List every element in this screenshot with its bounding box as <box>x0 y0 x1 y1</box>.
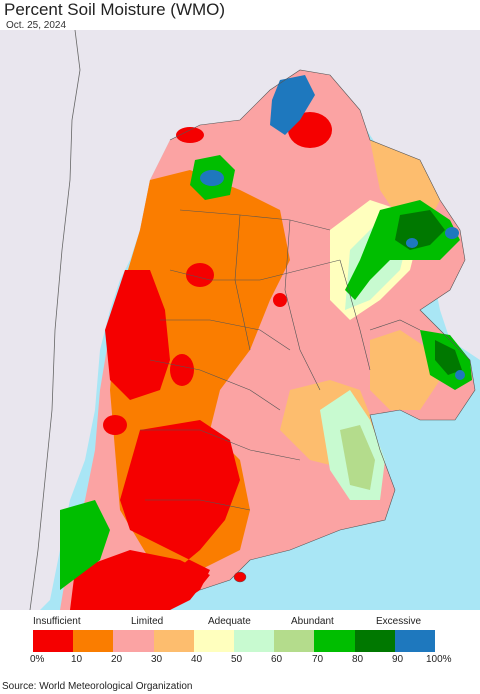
zone-red-north-2 <box>176 127 204 143</box>
zone-red-center <box>186 263 214 287</box>
borders <box>140 69 476 591</box>
legend-tick-90: 90 <box>392 654 404 665</box>
surrounding-land <box>0 30 480 610</box>
legend-swatch-3 <box>153 630 194 652</box>
legend-tick-50: 50 <box>231 654 243 665</box>
legend-tick-10: 10 <box>71 654 83 665</box>
zone-red-center-2 <box>170 354 194 386</box>
legend-category-excessive: Excessive <box>376 616 422 627</box>
source-credit: Source: World Meteorological Organizatio… <box>2 681 193 692</box>
legend-tick-60: 60 <box>271 654 283 665</box>
legend-swatch-8 <box>354 630 395 652</box>
zone-green-southwest <box>60 500 110 590</box>
legend: Insufficient Limited Adequate Abundant E… <box>0 610 480 672</box>
zone-darkgreen-uruguay <box>435 340 462 375</box>
legend-swatch-7 <box>314 630 355 652</box>
zone-red-small <box>273 293 287 307</box>
legend-swatch-4 <box>193 630 235 652</box>
legend-tick-40: 40 <box>191 654 203 665</box>
falkland-islands <box>233 571 247 583</box>
legend-category-abundant: Abundant <box>291 616 334 627</box>
legend-category-insufficient: Insufficient <box>33 616 81 627</box>
legend-swatch-2 <box>113 630 154 652</box>
legend-swatch-9 <box>394 630 436 652</box>
zone-light-orange-east <box>370 140 440 220</box>
zone-blue-uruguay <box>455 370 465 380</box>
legend-tick-20: 20 <box>111 654 123 665</box>
legend-tick-100: 100% <box>426 654 452 665</box>
legend-category-limited: Limited <box>131 616 164 627</box>
legend-color-bar <box>33 630 436 652</box>
zone-red-andes <box>105 270 170 400</box>
zone-olive-coast <box>340 425 375 490</box>
map-svg <box>0 29 480 611</box>
legend-tick-30: 30 <box>151 654 163 665</box>
zone-blue-east <box>445 227 459 239</box>
legend-swatch-1 <box>73 630 114 652</box>
zone-blue-east-2 <box>406 238 418 248</box>
zone-blue-north <box>270 75 315 135</box>
zone-light-orange-uruguay <box>370 330 440 410</box>
legend-category-adequate: Adequate <box>208 616 251 627</box>
legend-swatch-0 <box>33 630 74 652</box>
legend-swatch-5 <box>234 630 275 652</box>
legend-tick-70: 70 <box>312 654 324 665</box>
map-date: Oct. 25, 2024 <box>6 20 67 31</box>
zone-red-patagonia <box>90 420 240 610</box>
chile-coast <box>29 29 81 611</box>
zone-blue-north-2 <box>200 170 224 186</box>
zone-red-south-tip <box>70 550 210 610</box>
legend-tick-80: 80 <box>352 654 364 665</box>
zone-red-west <box>103 415 127 435</box>
legend-tick-0: 0% <box>30 654 45 665</box>
legend-swatch-6 <box>274 630 315 652</box>
soil-moisture-map <box>0 29 480 611</box>
map-title: Percent Soil Moisture (WMO) <box>4 0 226 19</box>
